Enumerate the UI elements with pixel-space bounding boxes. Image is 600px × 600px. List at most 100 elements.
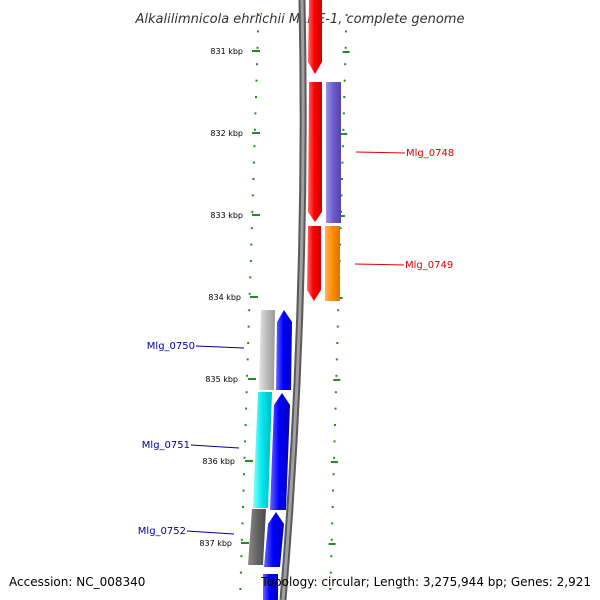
gene-label-leader [355, 151, 406, 154]
forward-strand-genes [325, 82, 341, 301]
track-dot [253, 145, 256, 148]
track-dot [341, 145, 344, 148]
cds-feature-0752-partner [264, 512, 284, 567]
track-dot [331, 506, 334, 508]
track-dot [254, 112, 257, 115]
track-dot [240, 555, 243, 558]
track-dot [334, 407, 337, 410]
gene-label-mlg-0748: Mlg_0748 [406, 148, 454, 159]
gene-mlg-0749-bar [325, 226, 340, 301]
track-dot [241, 522, 244, 525]
track-dot [331, 522, 334, 525]
kbp-label: 831 kbp [210, 47, 243, 56]
track-dot [257, 14, 260, 16]
track-dot [250, 227, 253, 230]
track-dot [257, 30, 259, 33]
kbp-label: 837 kbp [199, 539, 232, 548]
gene-label-leader [195, 345, 245, 349]
track-dot [337, 309, 340, 312]
reverse-strand-features [263, 310, 292, 600]
track-dot [255, 79, 258, 82]
gene-label-mlg-0750: Mlg_0750 [147, 341, 195, 352]
track-dot [242, 506, 244, 508]
track-dot [341, 178, 343, 180]
gene-label-leader [190, 444, 240, 449]
gene-mlg-0748-bar [326, 82, 341, 223]
cds-feature-lower [263, 574, 278, 600]
gene-mlg-0751-bar [253, 392, 272, 508]
track-dot [342, 128, 345, 131]
track-dot [242, 489, 245, 492]
track-dot [249, 260, 252, 262]
gene-label-mlg-0751: Mlg_0751 [142, 440, 190, 451]
track-dot [251, 210, 254, 213]
track-dot [343, 96, 346, 98]
kbp-label: 834 kbp [208, 293, 241, 302]
track-dot [329, 588, 332, 590]
gene-mlg-0750-bar [259, 310, 275, 390]
kbp-label: 836 kbp [202, 457, 235, 466]
track-dot [345, 30, 348, 33]
track-dot [344, 63, 347, 66]
kbp-label: 832 kbp [210, 129, 243, 138]
track-dot [341, 161, 344, 164]
track-dot [239, 588, 242, 590]
topology-summary: Topology: circular; Length: 3,275,944 bp… [260, 575, 591, 589]
track-dot [332, 473, 335, 476]
track-dot [342, 112, 345, 115]
genome-backbone-highlight [281, 0, 305, 600]
cds-feature-0748-partner [308, 82, 322, 222]
kbp-scale: 831 kbp 832 kbp 833 kbp 834 kbp 835 kbp … [199, 47, 260, 548]
track-dot [246, 374, 249, 377]
track-dot [240, 538, 243, 541]
track-dot [248, 292, 251, 295]
track-dot [252, 161, 255, 164]
track-dot [339, 243, 342, 246]
track-dot [330, 555, 333, 558]
track-dot [340, 194, 343, 197]
track-dot [249, 276, 252, 279]
track-dot [334, 391, 337, 394]
track-dot [336, 342, 339, 344]
kbp-label: 833 kbp [210, 211, 243, 220]
track-dot [336, 325, 339, 328]
track-dot [250, 243, 253, 246]
track-dot [333, 456, 336, 459]
track-dot [251, 194, 254, 197]
kbp-label: 835 kbp [205, 375, 238, 384]
track-dot [256, 46, 259, 49]
cds-feature-0750-partner [276, 310, 292, 390]
reverse-strand-genes [248, 310, 275, 565]
track-dot [256, 63, 258, 66]
track-dot [244, 440, 247, 443]
track-dot [247, 325, 250, 328]
track-dot [252, 178, 255, 180]
track-dot [248, 309, 251, 312]
forward-strand-features [307, 0, 322, 301]
track-dot [343, 79, 346, 82]
track-dot [329, 571, 332, 574]
cds-feature-0749-partner [307, 226, 321, 301]
track-dot [344, 46, 347, 49]
gene-mlg-0752-bar [248, 509, 266, 565]
track-dot [243, 456, 246, 459]
cds-feature-0751-partner [270, 393, 290, 510]
accession-label: Accession: NC_008340 [9, 575, 145, 589]
gene-label-leader [354, 263, 405, 266]
track-dot [247, 342, 250, 344]
track-dot [335, 374, 338, 377]
gene-labels: Mlg_0748 Mlg_0749 Mlg_0750 Mlg_0751 Mlg_… [138, 148, 454, 537]
track-dot [333, 440, 336, 443]
gene-label-mlg-0749: Mlg_0749 [405, 260, 453, 271]
track-dot [245, 391, 248, 394]
track-dot [239, 571, 242, 574]
track-dot [332, 489, 335, 492]
gene-label-leader [186, 530, 235, 535]
track-dot [244, 424, 247, 426]
track-dot [335, 358, 338, 361]
gene-label-mlg-0752: Mlg_0752 [138, 526, 186, 537]
track-dot [245, 407, 248, 410]
track-dot [253, 128, 256, 131]
track-dot [255, 96, 257, 98]
